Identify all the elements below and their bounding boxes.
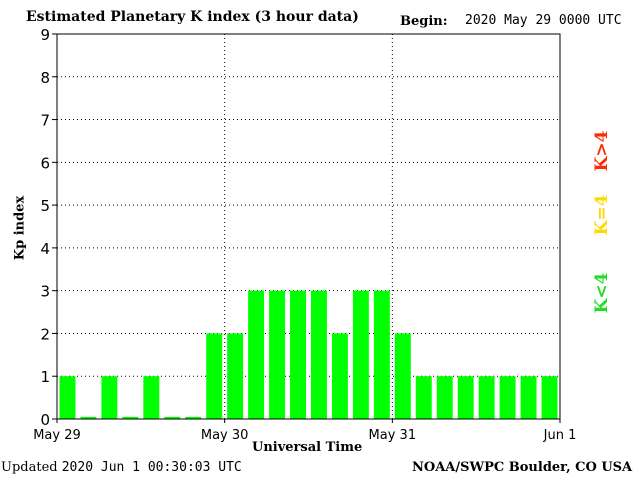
begin-label: Begin: — [400, 14, 448, 29]
kp-bar — [248, 290, 265, 419]
kp-bar — [185, 416, 202, 419]
x-axis-label: Universal Time — [252, 440, 363, 455]
legend-k-below-4: K<4 — [592, 272, 612, 314]
x-tick-label: May 31 — [369, 428, 417, 443]
kp-bar — [80, 416, 97, 419]
y-tick-label: 7 — [40, 112, 50, 130]
y-tick-label: 5 — [40, 197, 50, 215]
kp-bar — [499, 376, 516, 419]
kp-bar — [122, 416, 139, 419]
y-tick-label: 0 — [40, 411, 50, 429]
kp-bar — [436, 376, 453, 419]
y-tick-label: 1 — [40, 368, 50, 386]
kp-bar — [520, 376, 537, 419]
legend-k-above-4: K>4 — [592, 130, 612, 172]
legend-k-equal-4: K=4 — [592, 194, 612, 236]
y-tick-label: 9 — [40, 26, 50, 44]
x-tick-label: May 30 — [201, 428, 249, 443]
source-credit: NOAA/SWPC Boulder, CO USA — [412, 460, 633, 475]
kp-bar — [143, 376, 160, 419]
kp-bar — [311, 290, 327, 419]
kp-bar — [394, 333, 411, 419]
kp-bar — [415, 376, 432, 419]
kp-bar — [457, 376, 474, 419]
begin-value: 2020 May 29 0000 UTC — [465, 13, 622, 28]
plot-frame — [56, 33, 561, 420]
kp-bar — [478, 376, 495, 419]
kp-bar — [206, 333, 223, 419]
kp-bar — [373, 290, 390, 419]
kp-bar — [101, 376, 118, 419]
updated-label: Updated — [1, 460, 58, 475]
kp-bar — [331, 333, 348, 419]
kp-bar — [164, 416, 181, 419]
plot-area — [57, 34, 560, 419]
y-tick-label: 6 — [40, 154, 50, 172]
updated-value: 2020 Jun 1 00:30:03 UTC — [61, 460, 242, 475]
y-tick-label: 8 — [40, 69, 50, 87]
y-tick-label: 3 — [40, 283, 50, 301]
kp-bar — [541, 376, 558, 419]
updated-timestamp: Updated 2020 Jun 1 00:30:03 UTC — [1, 460, 242, 475]
chart-title: Estimated Planetary K index (3 hour data… — [26, 9, 359, 25]
y-tick-label: 2 — [40, 325, 50, 343]
x-tick-label: Jun 1 — [543, 428, 577, 443]
kp-bar — [59, 376, 76, 419]
kp-bar — [352, 290, 369, 419]
kp-bar — [290, 290, 306, 419]
kp-bar — [227, 333, 244, 419]
y-tick-label: 4 — [40, 240, 50, 258]
kp-bar — [269, 290, 286, 419]
y-axis-label: Kp index — [12, 195, 28, 261]
x-tick-label: May 29 — [33, 428, 81, 443]
